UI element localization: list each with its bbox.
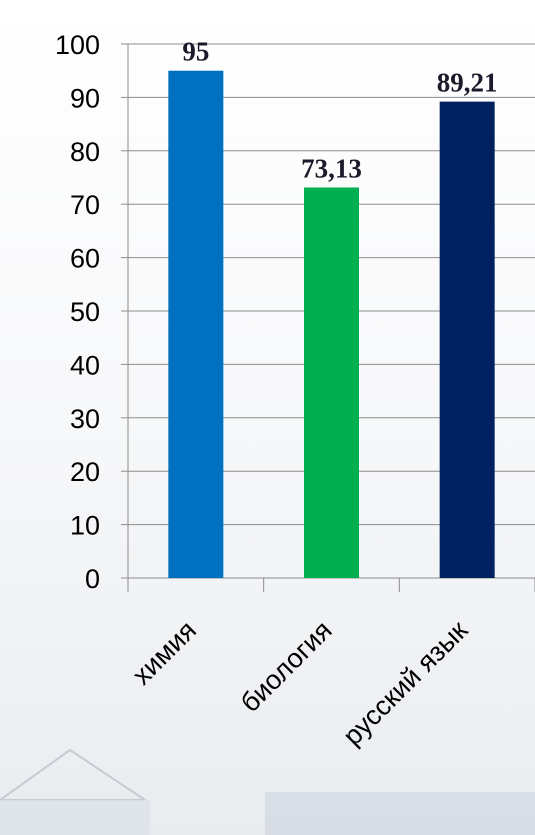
y-tick-label: 60: [70, 244, 100, 274]
background-decoration: [0, 748, 535, 835]
category-label: биология: [235, 615, 338, 718]
y-tick-label: 10: [70, 511, 100, 541]
y-tick-label: 100: [55, 30, 100, 60]
data-label: 95: [182, 37, 209, 67]
y-tick-label: 90: [70, 83, 100, 113]
bar: [439, 101, 495, 579]
y-tick-label: 40: [70, 350, 100, 380]
y-tick-label: 30: [70, 404, 100, 434]
y-tick-label: 20: [70, 457, 100, 487]
bars: [168, 70, 495, 579]
y-tick-label: 50: [70, 297, 100, 327]
bar: [168, 70, 224, 578]
data-label: 89,21: [437, 68, 498, 98]
category-label: русский язык: [337, 615, 473, 751]
category-label: химия: [127, 615, 203, 691]
y-tick-label: 0: [85, 564, 100, 594]
labels: 0 10 20 30 40 50 60 70 80 90 100 95 химия 73,13 биолог…: [55, 30, 498, 751]
y-tick-label: 80: [70, 137, 100, 167]
data-label: 73,13: [301, 153, 362, 183]
bar: [304, 187, 359, 579]
y-tick-label: 70: [70, 190, 100, 220]
